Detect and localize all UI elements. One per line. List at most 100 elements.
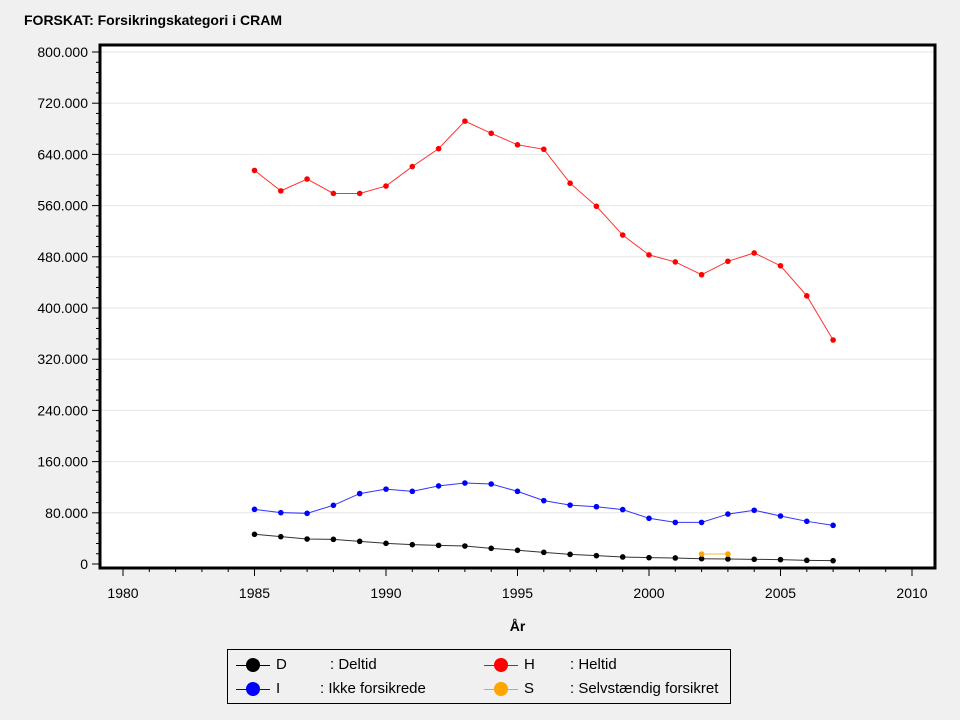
data-point-h — [672, 259, 679, 265]
data-point-i — [356, 490, 363, 497]
data-point-h — [751, 250, 757, 256]
y-tick-label: 560.000 — [37, 198, 88, 214]
data-point-i — [409, 488, 416, 495]
data-point-h — [409, 163, 416, 170]
data-point-d — [751, 556, 757, 563]
legend-label: : Deltid — [330, 656, 377, 673]
x-tick-label: 2005 — [765, 585, 796, 601]
y-tick-label: 0 — [80, 556, 88, 572]
legend-code: D — [276, 656, 287, 673]
data-point-h — [541, 146, 547, 153]
data-point-h — [383, 183, 389, 189]
data-point-d — [278, 533, 284, 540]
data-point-i — [514, 488, 521, 495]
data-point-d — [777, 556, 784, 563]
data-point-d — [698, 555, 705, 562]
y-tick-label: 720.000 — [37, 95, 88, 111]
x-tick-label: 1990 — [370, 585, 401, 601]
data-point-d — [514, 547, 521, 554]
y-tick-label: 160.000 — [37, 454, 88, 470]
y-tick-label: 640.000 — [37, 146, 88, 162]
data-point-h — [462, 118, 468, 124]
data-point-h — [725, 258, 731, 265]
data-point-h — [356, 190, 363, 197]
legend-code: H — [524, 656, 535, 673]
data-point-i — [435, 483, 442, 489]
data-point-i — [462, 480, 468, 486]
data-point-h — [304, 176, 310, 182]
data-point-i — [330, 502, 337, 509]
data-point-h — [804, 293, 810, 299]
data-point-d — [251, 531, 258, 538]
x-axis-label: År — [510, 618, 526, 634]
data-point-i — [777, 513, 784, 519]
data-point-i — [488, 481, 495, 487]
plot-frame — [98, 43, 937, 570]
legend-label: : Ikke forsikrede — [320, 680, 426, 697]
data-point-d — [619, 554, 626, 560]
legend-label: : Heltid — [570, 656, 617, 673]
black-circle-marker-icon — [236, 655, 270, 675]
legend-label: : Selvstændig forsikret — [570, 680, 719, 697]
data-point-i — [698, 519, 705, 526]
data-point-i — [619, 506, 626, 513]
data-point-d — [593, 552, 600, 559]
data-point-i — [804, 518, 810, 525]
data-point-i — [593, 503, 600, 510]
x-tick-label: 1985 — [239, 585, 270, 601]
y-tick-label: 400.000 — [37, 300, 88, 316]
data-point-h — [698, 271, 705, 278]
data-point-d — [672, 555, 679, 561]
data-point-d — [646, 554, 652, 561]
data-point-i — [672, 519, 679, 526]
data-point-d — [409, 541, 416, 548]
data-point-d — [383, 540, 389, 547]
data-point-h — [251, 167, 258, 174]
data-point-i — [830, 522, 836, 529]
data-point-h — [278, 188, 284, 194]
data-point-h — [593, 203, 600, 210]
data-point-h — [567, 180, 573, 186]
data-point-h — [646, 252, 652, 258]
data-point-d — [462, 543, 468, 549]
data-point-d — [567, 551, 573, 558]
red-circle-marker-icon — [484, 655, 518, 675]
data-point-h — [435, 145, 442, 152]
data-point-i — [383, 486, 389, 492]
plot-area — [100, 45, 935, 568]
y-tick-label: 800.000 — [37, 44, 88, 60]
data-point-i — [304, 510, 310, 517]
data-point-d — [804, 557, 810, 564]
x-tick-label: 1995 — [502, 585, 533, 601]
x-tick-label: 1980 — [107, 585, 138, 601]
data-point-i — [725, 511, 731, 517]
data-point-d — [488, 545, 495, 552]
data-point-h — [777, 262, 784, 269]
data-point-i — [751, 507, 757, 514]
data-point-s — [698, 551, 705, 557]
data-point-d — [356, 538, 363, 545]
data-point-h — [619, 232, 626, 238]
y-tick-label: 240.000 — [37, 402, 88, 418]
data-point-h — [514, 142, 521, 148]
data-point-i — [646, 515, 652, 522]
orange-circle-marker-icon — [484, 679, 518, 699]
data-point-i — [251, 506, 258, 513]
data-point-i — [567, 502, 573, 508]
data-point-h — [830, 337, 836, 343]
x-tick-label: 2000 — [633, 585, 664, 601]
data-point-d — [725, 556, 731, 562]
y-tick-label: 320.000 — [37, 351, 88, 367]
data-point-d — [330, 536, 337, 543]
data-point-d — [541, 549, 547, 556]
data-point-d — [435, 542, 442, 549]
chart-title: FORSKAT: Forsikringskategori i CRAM — [24, 12, 282, 28]
blue-circle-marker-icon — [236, 679, 270, 699]
data-point-h — [488, 130, 495, 137]
data-point-d — [304, 536, 310, 542]
y-tick-label: 480.000 — [37, 249, 88, 265]
legend-code: S — [524, 680, 535, 697]
legend: D : Deltid I : Ikke forsikrede H : Helti… — [227, 649, 731, 704]
data-point-h — [330, 190, 337, 197]
